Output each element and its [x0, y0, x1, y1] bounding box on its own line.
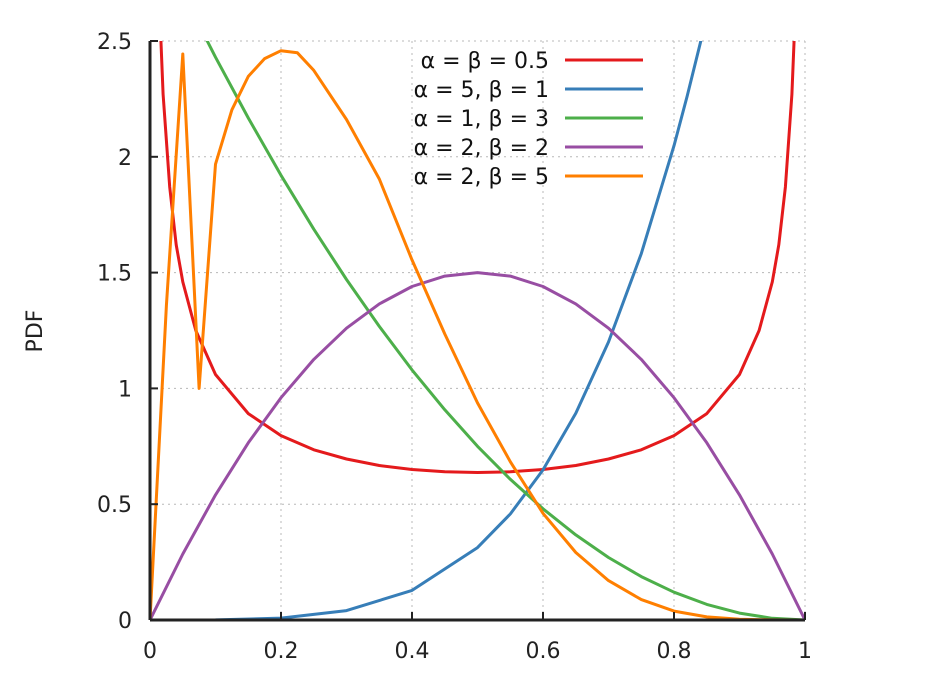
series-line-5	[150, 49, 805, 620]
legend-label-3: α = 1, β = 3	[414, 107, 549, 132]
series-line-3	[205, 41, 805, 620]
series-layer	[150, 41, 805, 620]
y-tick-label-3: 1.5	[97, 262, 132, 287]
series-line-4	[150, 271, 805, 620]
y-tick-label-4: 2	[118, 146, 132, 171]
x-tick-label-2: 0.4	[395, 639, 430, 664]
grid	[150, 40, 806, 620]
legend-label-2: α = 5, β = 1	[414, 78, 549, 103]
legend-label-5: α = 2, β = 5	[414, 165, 549, 190]
x-tick-label-4: 0.8	[657, 639, 692, 664]
y-tick-label-2: 1	[118, 377, 132, 402]
x-tick-label-0: 0	[143, 639, 157, 664]
series-line-1	[159, 41, 796, 474]
y-axis-label: PDF	[23, 310, 48, 353]
series-line-2	[150, 41, 703, 620]
x-tick-label-1: 0.2	[264, 639, 299, 664]
legend-label-1: α = β = 0.5	[421, 49, 549, 74]
x-tick-labels: 0 0.2 0.4 0.6 0.8 1	[143, 639, 812, 664]
x-tick-label-5: 1	[798, 639, 812, 664]
y-tick-label-5: 2.5	[97, 30, 132, 55]
y-tick-label-0: 0	[118, 609, 132, 634]
legend: α = β = 0.5 α = 5, β = 1 α = 1, β = 3 α = 2…	[414, 49, 643, 190]
y-tick-label-1: 0.5	[97, 493, 132, 518]
axes	[148, 40, 806, 622]
x-tick-label-3: 0.6	[526, 639, 561, 664]
legend-label-4: α = 2, β = 2	[414, 136, 549, 161]
y-tick-labels: 0 0.5 1 1.5 2 2.5	[97, 30, 132, 634]
